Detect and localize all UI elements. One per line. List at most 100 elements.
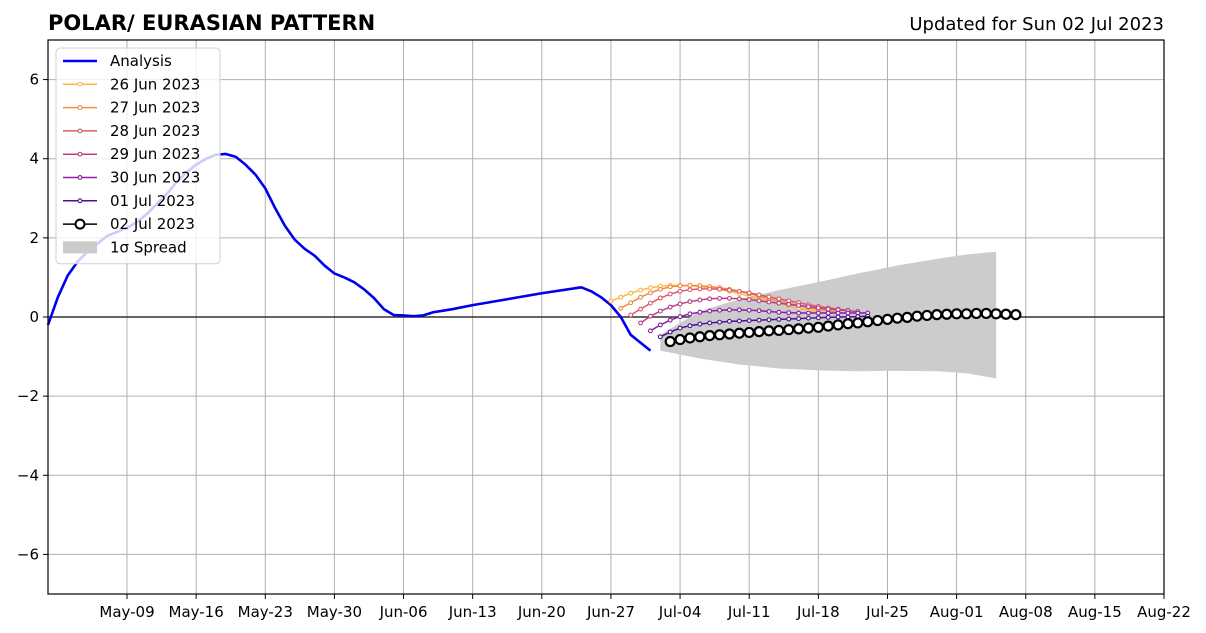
forecast-point xyxy=(736,318,742,324)
forecast-point xyxy=(717,295,723,301)
forecast-point xyxy=(822,320,834,332)
forecast-point xyxy=(845,310,851,316)
forecast-point xyxy=(970,307,982,320)
forecast-point xyxy=(911,310,923,322)
forecast-point xyxy=(723,328,736,340)
forecast-point xyxy=(707,296,713,302)
forecast-point xyxy=(871,314,884,327)
forecast-point xyxy=(677,283,683,289)
forecast-point xyxy=(687,323,693,329)
forecast-point xyxy=(618,305,624,311)
forecast-point xyxy=(717,319,723,325)
forecast-point xyxy=(647,285,653,291)
legend-marker xyxy=(77,175,83,180)
y-tick-label: −6 xyxy=(17,545,39,563)
forecast-point xyxy=(736,296,742,302)
legend-label: Analysis xyxy=(110,52,172,70)
y-tick-label: 6 xyxy=(29,71,39,89)
forecast-point xyxy=(960,308,973,320)
forecast-point xyxy=(766,309,772,314)
forecast-point xyxy=(707,308,713,314)
forecast-point xyxy=(647,313,653,319)
forecast-point xyxy=(990,308,1002,320)
forecast-point xyxy=(628,300,634,306)
forecast-point xyxy=(746,318,752,324)
forecast-point xyxy=(736,307,742,313)
forecast-point xyxy=(756,317,762,323)
forecast-point xyxy=(727,295,732,301)
forecast-point xyxy=(766,299,772,305)
forecast-point xyxy=(713,329,726,341)
y-tick-label: −4 xyxy=(17,466,39,484)
forecast-point xyxy=(786,301,792,307)
legend-swatch xyxy=(63,241,97,254)
forecast-point xyxy=(628,312,634,318)
legend-label: 01 Jul 2023 xyxy=(110,192,195,210)
forecast-point xyxy=(687,287,693,293)
forecast-point xyxy=(677,325,683,331)
plot-frame xyxy=(47,39,1165,595)
legend-label: 30 Jun 2023 xyxy=(110,169,200,187)
forecast-point xyxy=(743,326,755,339)
legend-box xyxy=(55,47,221,265)
forecast-point xyxy=(921,309,933,322)
forecast-point xyxy=(776,300,782,306)
forecast-point xyxy=(832,319,844,331)
x-tick-label: Aug-15 xyxy=(1068,603,1122,621)
forecast-point xyxy=(753,326,765,338)
forecast-point xyxy=(657,286,663,292)
forecast-point xyxy=(786,316,792,322)
forecast-point xyxy=(792,323,805,335)
forecast-point xyxy=(638,320,644,326)
forecast-point xyxy=(664,335,676,348)
x-tick-label: Aug-01 xyxy=(930,603,984,621)
forecast-point xyxy=(727,307,732,313)
forecast-point xyxy=(766,294,772,300)
forecast-point xyxy=(657,308,663,314)
forecast-point xyxy=(796,303,802,308)
x-tick-label: May-09 xyxy=(99,603,154,621)
legend-marker xyxy=(77,81,83,87)
forecast-point xyxy=(891,312,903,324)
forecast-point xyxy=(835,314,841,320)
forecast-point xyxy=(980,307,992,320)
forecast-point xyxy=(881,313,894,325)
forecast-point xyxy=(687,282,693,288)
forecast-point xyxy=(773,324,785,337)
forecast-point xyxy=(815,310,821,316)
x-tick-label: May-23 xyxy=(238,603,293,621)
forecast-point xyxy=(766,317,772,323)
forecast-point xyxy=(746,290,752,296)
forecast-point xyxy=(835,310,841,316)
x-tick-label: Jul-11 xyxy=(727,603,771,621)
forecast-point xyxy=(667,329,673,335)
legend-label: 29 Jun 2023 xyxy=(110,145,200,163)
forecast-point xyxy=(901,311,913,323)
forecast-point xyxy=(756,292,762,298)
x-tick-label: Aug-08 xyxy=(999,603,1053,621)
forecast-point xyxy=(776,316,782,322)
forecast-point xyxy=(931,309,943,321)
forecast-point xyxy=(657,334,663,340)
forecast-point xyxy=(815,315,821,321)
forecast-point xyxy=(825,310,831,316)
forecast-point xyxy=(687,299,693,305)
forecast-point xyxy=(638,294,644,300)
forecast-point xyxy=(1010,309,1022,321)
forecast-point xyxy=(618,294,624,300)
forecast-point xyxy=(802,322,815,334)
forecast-point xyxy=(786,310,792,316)
forecast-point xyxy=(796,310,802,316)
forecast-point xyxy=(736,288,742,294)
forecast-point xyxy=(657,295,663,301)
forecast-point xyxy=(628,290,634,296)
forecast-point xyxy=(667,304,673,310)
forecast-point xyxy=(796,316,802,322)
forecast-point xyxy=(707,320,713,326)
forecast-point xyxy=(862,316,874,328)
forecast-point xyxy=(697,297,703,303)
forecast-point xyxy=(667,284,673,290)
updated-date: Updated for Sun 02 Jul 2023 xyxy=(909,14,1164,35)
forecast-point xyxy=(707,286,713,292)
legend-marker xyxy=(77,151,83,157)
